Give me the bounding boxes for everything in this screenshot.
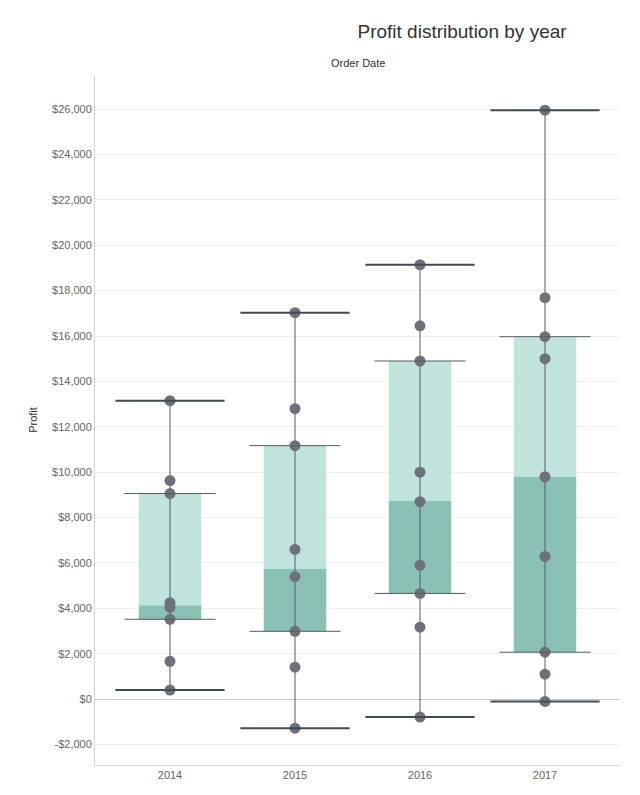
svg-text:2016: 2016: [408, 769, 432, 781]
svg-text:Profit: Profit: [27, 407, 39, 433]
svg-text:$26,000: $26,000: [52, 103, 92, 115]
svg-text:$16,000: $16,000: [52, 330, 92, 342]
svg-text:Profit distribution by year: Profit distribution by year: [358, 21, 568, 42]
svg-text:$2,000: $2,000: [58, 648, 92, 660]
svg-text:$20,000: $20,000: [52, 239, 92, 251]
svg-text:$12,000: $12,000: [52, 421, 92, 433]
svg-text:$6,000: $6,000: [58, 557, 92, 569]
svg-text:2017: 2017: [533, 769, 557, 781]
svg-text:$24,000: $24,000: [52, 148, 92, 160]
svg-text:$22,000: $22,000: [52, 194, 92, 206]
svg-text:2014: 2014: [158, 769, 182, 781]
svg-text:$18,000: $18,000: [52, 284, 92, 296]
svg-text:Order Date: Order Date: [331, 57, 385, 69]
svg-text:$4,000: $4,000: [58, 602, 92, 614]
svg-text:$0: $0: [80, 693, 92, 705]
svg-text:-$2,000: -$2,000: [54, 738, 91, 750]
svg-text:2015: 2015: [283, 769, 307, 781]
svg-text:$14,000: $14,000: [52, 375, 92, 387]
svg-text:$8,000: $8,000: [58, 511, 92, 523]
svg-text:$10,000: $10,000: [52, 466, 92, 478]
